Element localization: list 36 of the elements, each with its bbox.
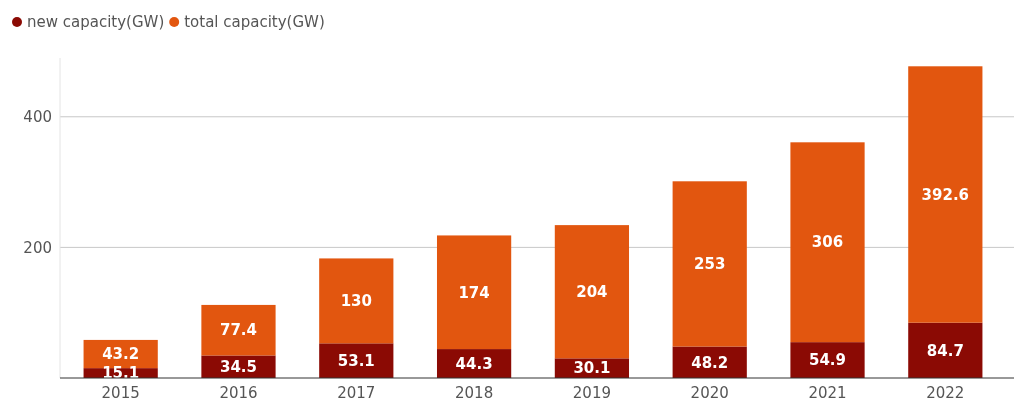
data-label: 392.6 (921, 185, 970, 204)
data-label: 306 (811, 233, 844, 252)
data-label: 54.9 (809, 351, 847, 370)
data-label: 34.5 (219, 357, 257, 376)
data-label: 77.4 (219, 321, 257, 340)
bar (436, 235, 512, 350)
bar (790, 142, 865, 343)
bar (908, 66, 983, 323)
data-label: 48.2 (691, 353, 729, 372)
data-label: 53.1 (337, 351, 375, 370)
data-label: 174 (458, 283, 490, 302)
data-label: 84.7 (926, 341, 964, 360)
data-label: 15.1 (102, 364, 140, 383)
x-tick-label: 2020 (690, 384, 729, 402)
data-label: 253 (694, 255, 726, 274)
x-tick-label: 2019 (572, 384, 611, 402)
legend-label: new capacity(GW) (27, 13, 165, 32)
x-tick-label: 2022 (926, 384, 965, 402)
x-tick-label: 2016 (219, 384, 258, 402)
x-tick-label: 2017 (337, 384, 376, 402)
data-label: 130 (340, 292, 372, 311)
data-label: 30.1 (573, 359, 611, 378)
legend-label: total capacity(GW) (184, 13, 325, 32)
y-tick-label: 200 (23, 238, 52, 257)
data-label: 43.2 (102, 345, 140, 364)
bar (672, 181, 747, 347)
data-label: 204 (576, 282, 608, 301)
bar (319, 258, 394, 344)
y-tick-label: 400 (23, 108, 52, 127)
bar (908, 322, 983, 378)
bar (201, 304, 276, 356)
x-tick-label: 2021 (808, 384, 847, 402)
data-label: 44.3 (455, 354, 493, 373)
bar (554, 225, 630, 359)
x-tick-label: 2015 (101, 384, 140, 402)
x-tick-label: 2018 (455, 384, 494, 402)
